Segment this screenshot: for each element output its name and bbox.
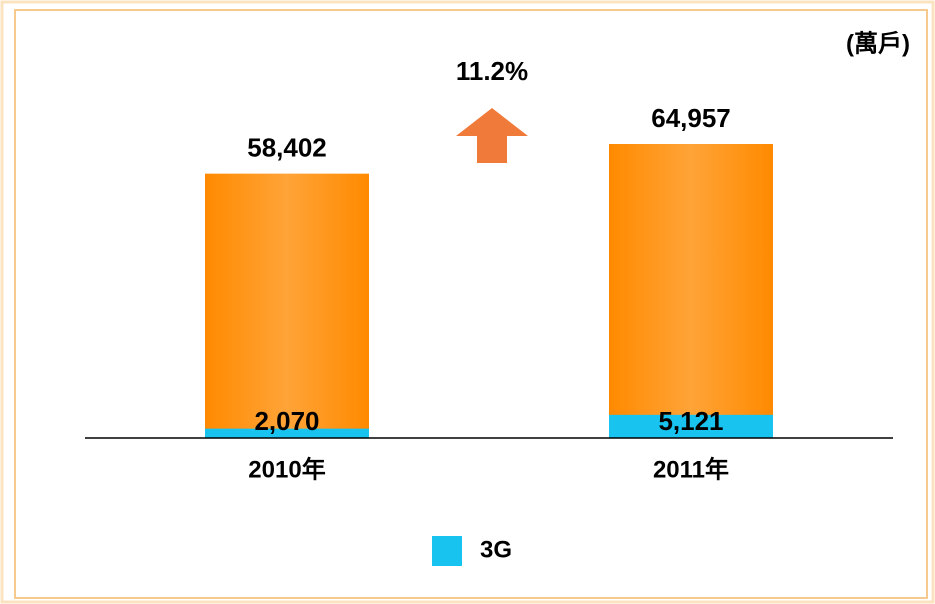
bar-3g [205, 428, 369, 438]
bar-sheen [609, 144, 773, 438]
legend-label: 3G [480, 536, 512, 563]
value-label: 58,402 [247, 133, 327, 163]
frame-inner [14, 9, 928, 599]
bar-sheen [205, 173, 369, 438]
x-tick-label: 2010年 [248, 455, 325, 483]
unit-label: (萬戶) [846, 30, 910, 57]
value-label: 5,121 [658, 406, 723, 436]
value-label: 2,070 [254, 406, 319, 436]
x-tick-label: 2011年 [653, 455, 729, 483]
annotation: 11.2% [456, 56, 528, 86]
value-label: 64,957 [651, 103, 731, 133]
growth-arrow [456, 108, 528, 163]
legend-swatch [432, 536, 462, 566]
bar-3g [609, 414, 773, 438]
